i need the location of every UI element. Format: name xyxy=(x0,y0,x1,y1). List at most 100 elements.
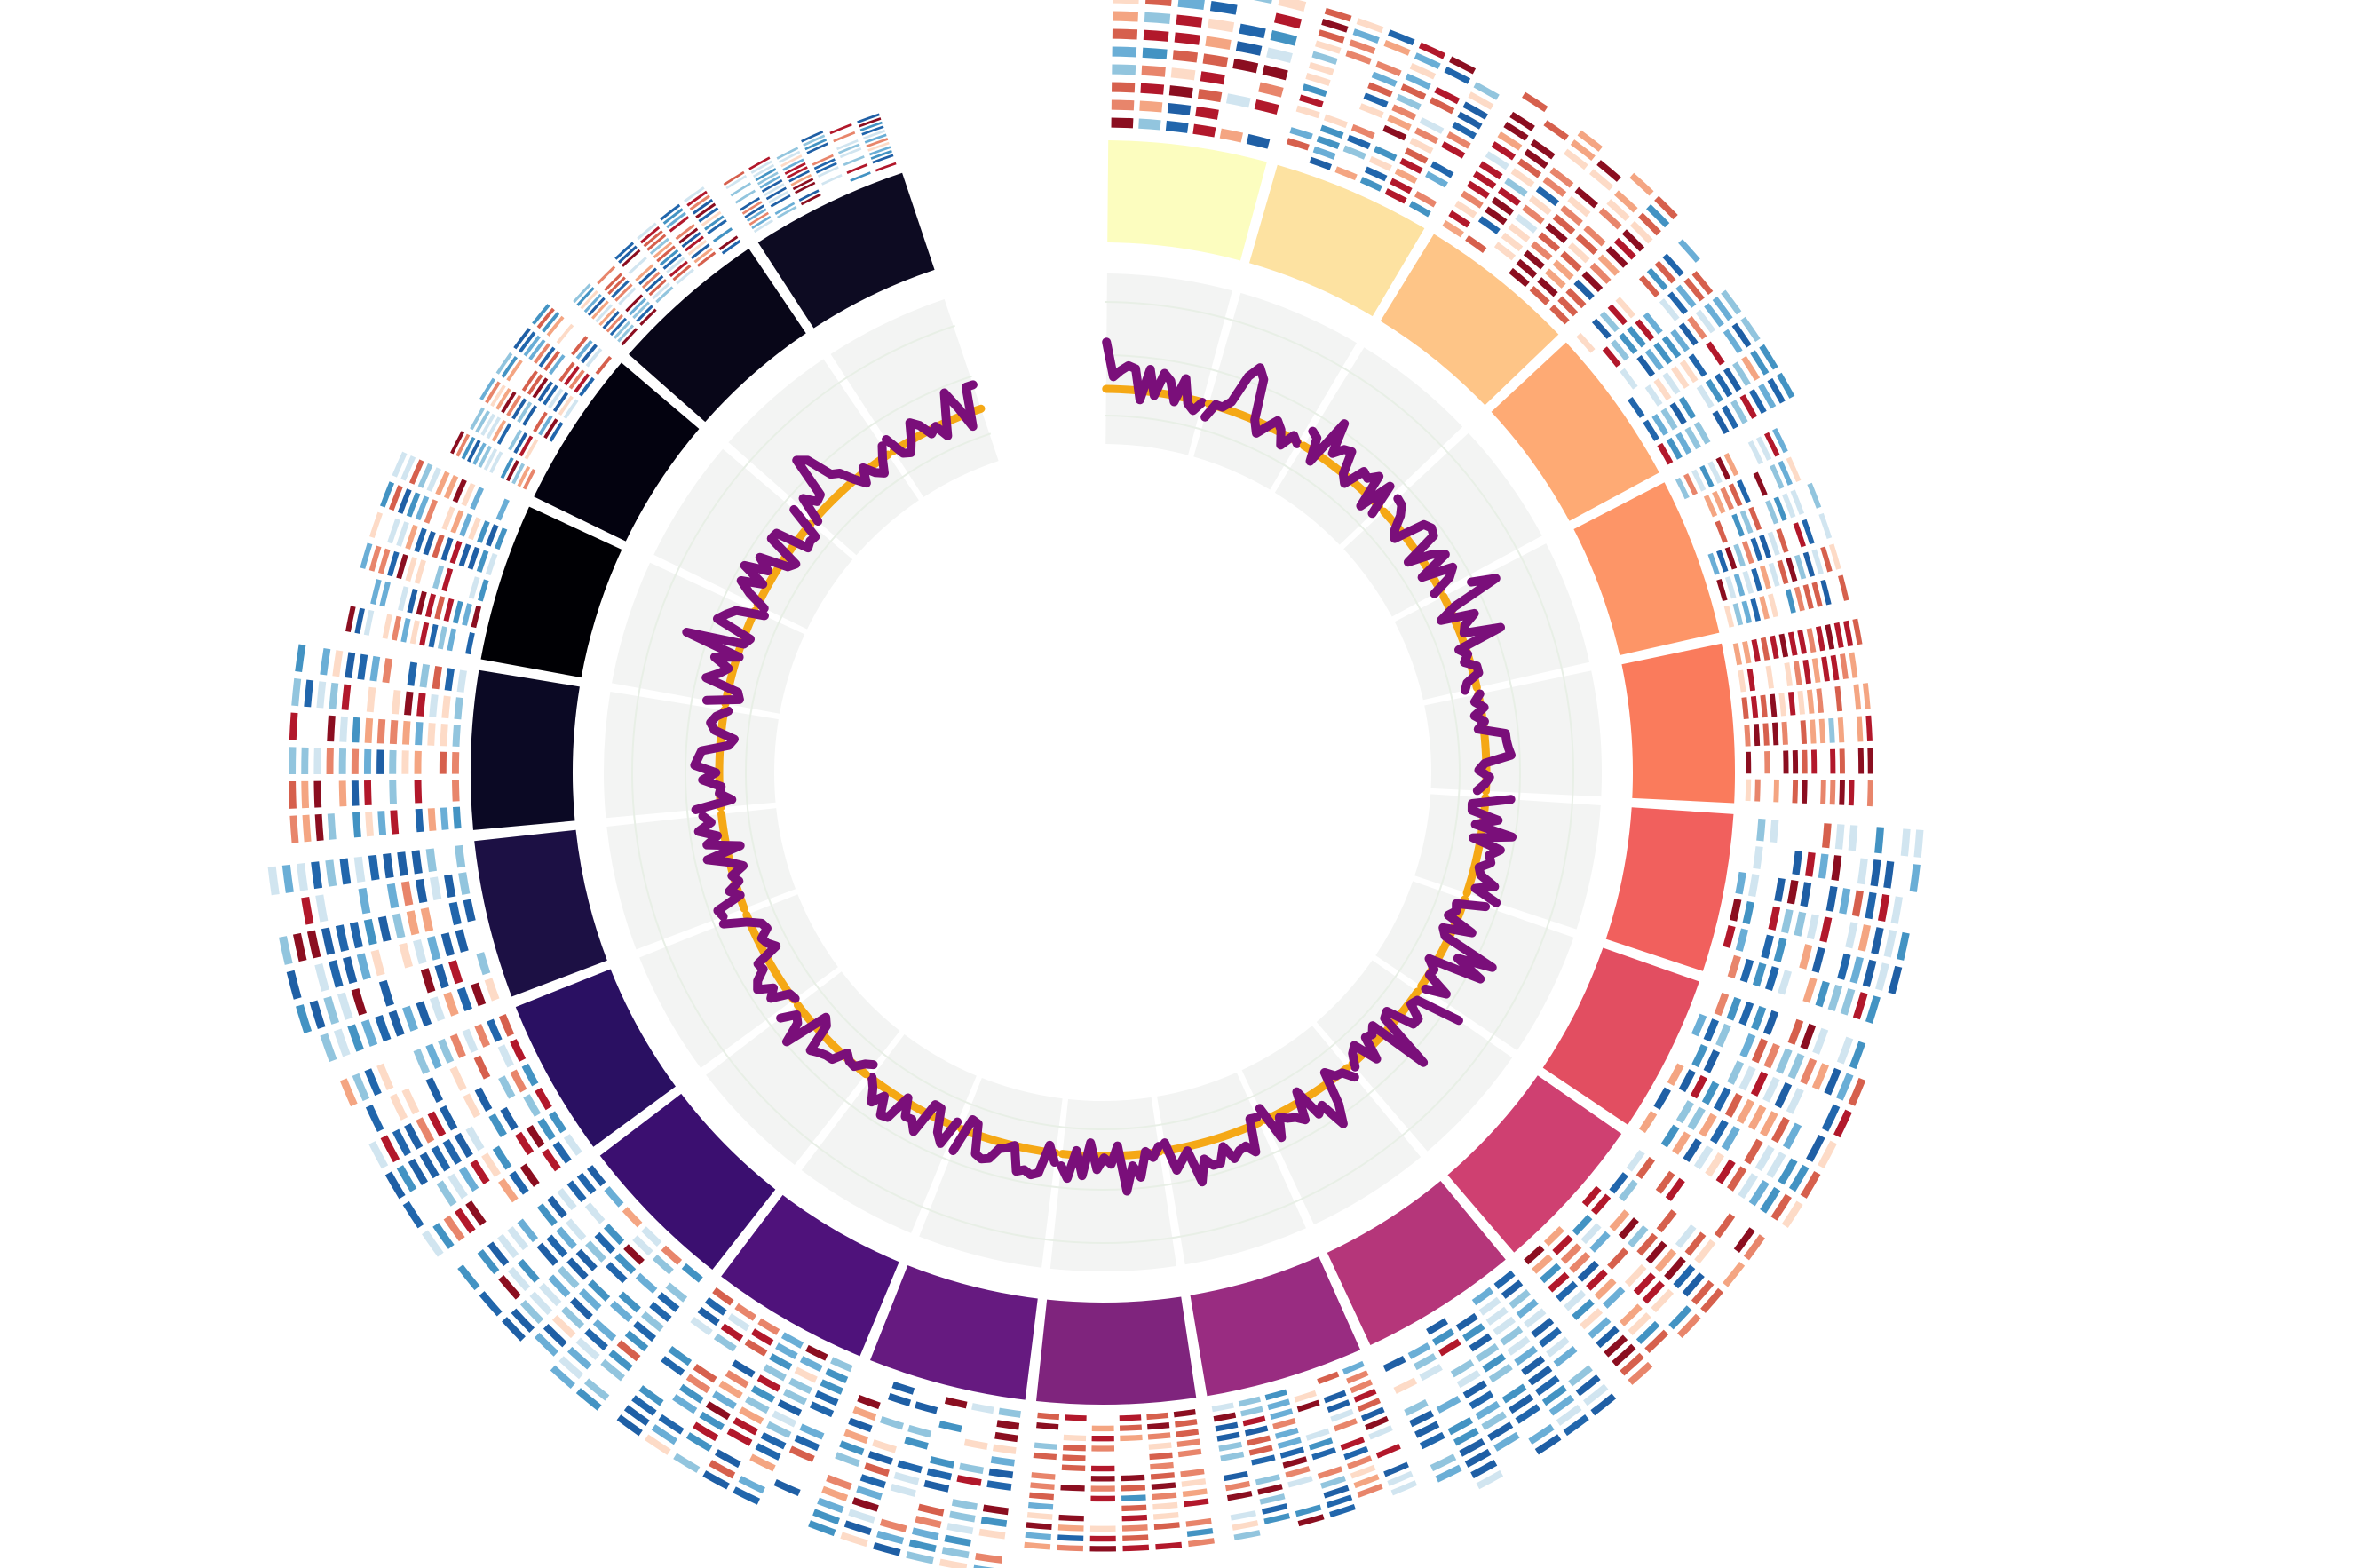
heatmap-cell xyxy=(875,162,897,172)
heatmap-cell xyxy=(1787,631,1798,656)
heatmap-cell xyxy=(518,331,536,353)
heatmap-cell xyxy=(1545,268,1566,289)
heatmap-cell xyxy=(1174,32,1200,45)
heatmap-cell xyxy=(1665,1177,1685,1201)
heatmap-cell xyxy=(1453,1427,1479,1446)
heatmap-cell xyxy=(864,133,887,144)
heatmap-cell xyxy=(1549,304,1570,325)
heatmap-cell xyxy=(1594,1278,1617,1300)
heatmap-cell xyxy=(1447,1416,1473,1436)
heatmap-cell xyxy=(1759,596,1770,620)
heatmap-cell xyxy=(573,283,591,304)
heatmap-cell xyxy=(1140,83,1165,95)
heatmap-cell xyxy=(521,1063,539,1087)
heatmap-cell xyxy=(1811,549,1824,575)
heatmap-cell xyxy=(1778,633,1789,658)
heatmap-cell xyxy=(1849,652,1858,678)
heatmap-cell xyxy=(1705,1152,1725,1177)
heatmap-cell xyxy=(543,350,561,371)
heatmap-cell xyxy=(365,1104,384,1133)
heatmap-cell xyxy=(296,863,308,891)
heatmap-cell xyxy=(1139,100,1163,113)
heatmap-cell xyxy=(414,559,426,584)
heatmap-cell xyxy=(471,982,487,1007)
heatmap-cell xyxy=(304,679,314,708)
heatmap-cell xyxy=(915,1516,942,1529)
heatmap-cell xyxy=(457,1264,480,1291)
heatmap-cell xyxy=(1824,1067,1841,1096)
heatmap-cell xyxy=(332,650,344,677)
heatmap-cell xyxy=(396,1165,417,1192)
heatmap-cell xyxy=(579,1288,602,1311)
heatmap-cell xyxy=(843,1429,869,1445)
heatmap-cell xyxy=(1517,158,1542,178)
heatmap-cell xyxy=(1865,995,1881,1024)
heatmap-cell xyxy=(425,848,437,873)
heatmap-cell xyxy=(635,1272,658,1294)
heatmap-cell xyxy=(926,1468,953,1481)
heatmap-cell xyxy=(519,435,534,457)
heatmap-cell xyxy=(872,154,894,164)
heatmap-cell xyxy=(267,866,280,896)
heatmap-cell xyxy=(389,749,397,774)
heatmap-cell xyxy=(963,1438,988,1450)
heatmap-cell xyxy=(414,750,422,774)
heatmap-cell xyxy=(447,1173,468,1200)
heatmap-cell xyxy=(1510,168,1535,188)
line-track-sector-bg xyxy=(639,894,838,1068)
sector-band xyxy=(474,829,607,997)
heatmap-cell xyxy=(1704,303,1724,328)
sector-band xyxy=(1621,643,1736,804)
heatmap-cell xyxy=(462,603,472,626)
heatmap-cell xyxy=(1774,877,1786,902)
heatmap-cell xyxy=(476,550,489,573)
heatmap-cell xyxy=(1150,1461,1174,1470)
heatmap-cell xyxy=(396,521,409,547)
heatmap-cell xyxy=(1500,1326,1524,1346)
heatmap-cell xyxy=(684,186,705,203)
heatmap-cell xyxy=(1849,1041,1866,1070)
heatmap-cell xyxy=(1057,1534,1084,1541)
heatmap-cell xyxy=(1430,1453,1457,1472)
heatmap-cell xyxy=(657,1292,680,1312)
heatmap-cell xyxy=(1806,1134,1825,1162)
heatmap-cell xyxy=(483,448,498,471)
heatmap-cell xyxy=(1491,141,1517,161)
heatmap-cell xyxy=(625,294,644,313)
heatmap-cell xyxy=(1754,1144,1775,1172)
heatmap-cell xyxy=(1731,513,1745,537)
heatmap-cell xyxy=(1709,1119,1729,1144)
heatmap-cell xyxy=(1437,1338,1461,1357)
heatmap-cell xyxy=(770,194,791,208)
heatmap-cell xyxy=(686,190,708,207)
heatmap-cell xyxy=(1839,748,1845,774)
heatmap-cell xyxy=(705,1401,731,1421)
heatmap-cell xyxy=(1409,1410,1434,1428)
heatmap-cell xyxy=(843,1520,872,1535)
heatmap-cell xyxy=(1627,326,1646,348)
heatmap-cell xyxy=(1628,396,1645,418)
heatmap-cell xyxy=(360,542,373,569)
heatmap-cell xyxy=(1556,1280,1578,1303)
heatmap-cell xyxy=(440,807,449,830)
heatmap-cell xyxy=(1197,89,1223,103)
heatmap-cell xyxy=(480,413,495,436)
heatmap-cell xyxy=(1465,234,1487,253)
heatmap-cell xyxy=(456,669,467,693)
heatmap-cell xyxy=(1900,828,1911,857)
heatmap-cell xyxy=(788,1445,815,1462)
heatmap-cell xyxy=(1469,1390,1494,1410)
heatmap-cell xyxy=(1662,372,1681,395)
heatmap-cell xyxy=(1540,1263,1562,1284)
heatmap-cell xyxy=(1387,115,1412,131)
heatmap-cell xyxy=(652,282,670,300)
heatmap-cell xyxy=(432,565,445,590)
heatmap-cell xyxy=(1365,1415,1390,1431)
heatmap-cell xyxy=(1715,520,1728,543)
heatmap-cell xyxy=(1628,1361,1653,1385)
heatmap-cell xyxy=(775,1342,798,1360)
heatmap-cell xyxy=(623,1244,645,1265)
heatmap-cell xyxy=(1119,1424,1143,1431)
heatmap-cell xyxy=(1802,519,1815,545)
heatmap-cell xyxy=(406,492,421,518)
